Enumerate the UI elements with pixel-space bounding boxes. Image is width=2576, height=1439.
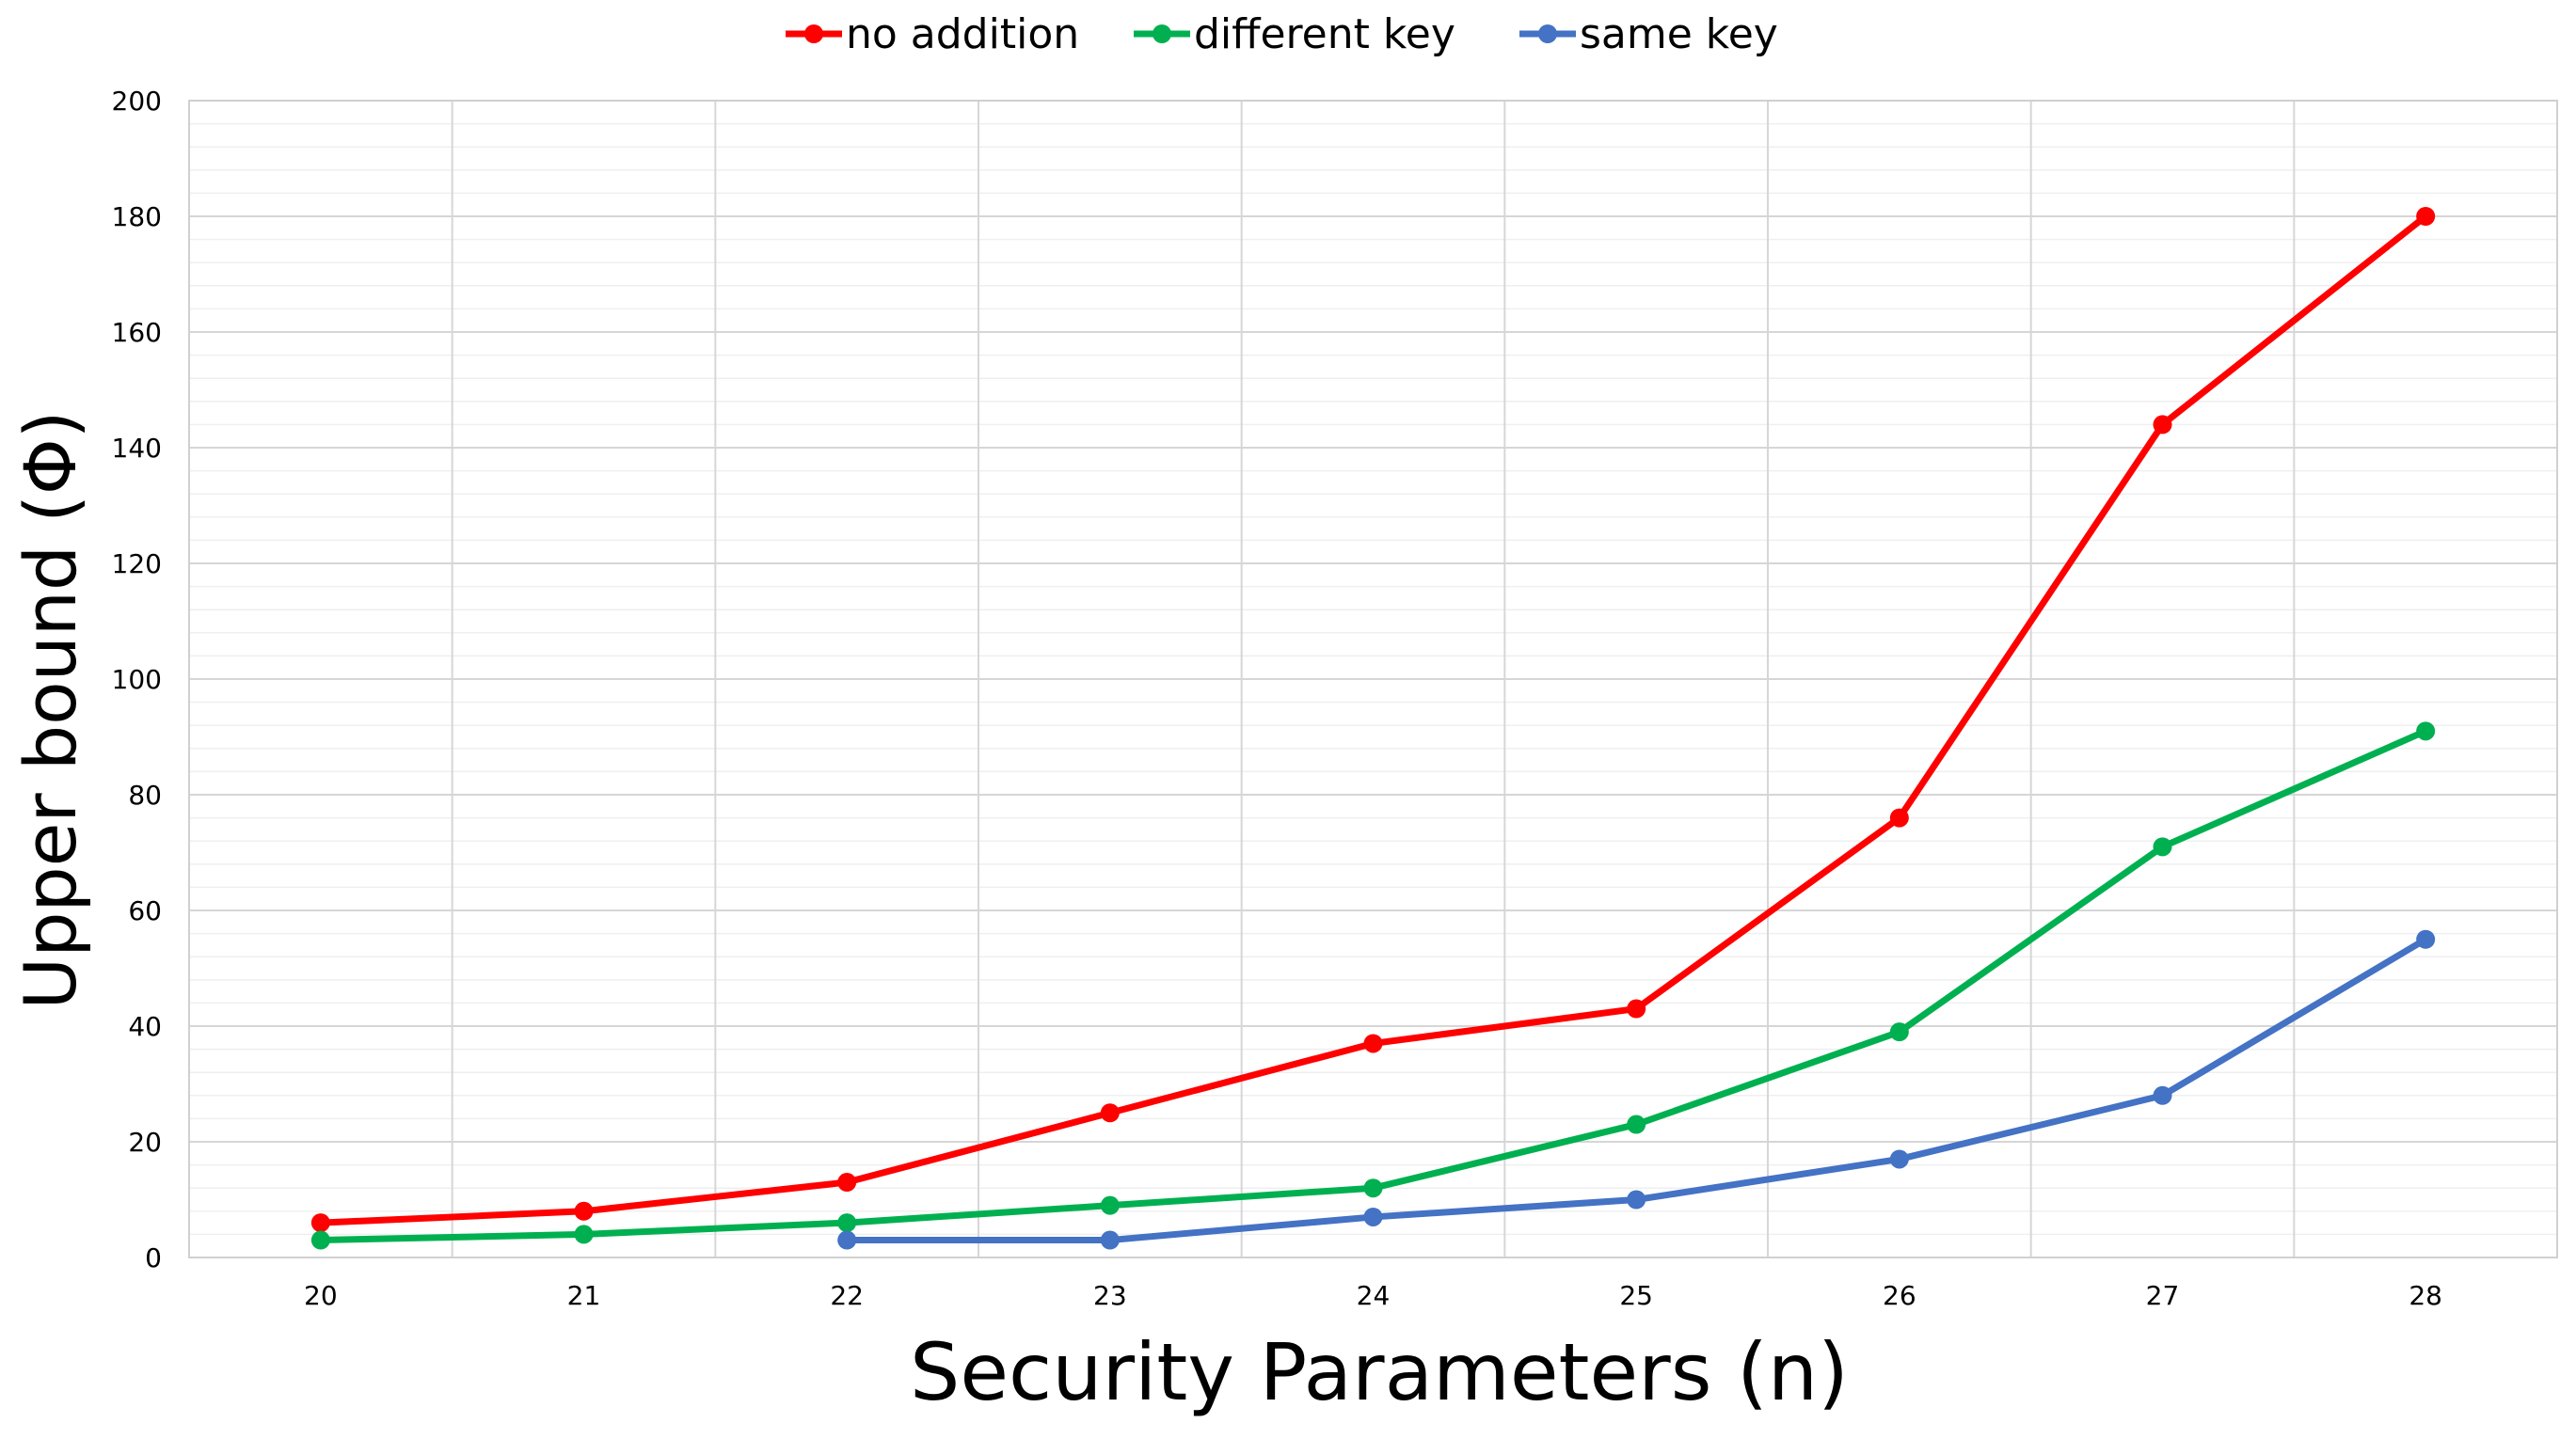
y-tick-label: 140 [112, 433, 162, 464]
series-different-key [310, 721, 2436, 1250]
y-tick-label: 160 [112, 317, 162, 348]
data-point-no-addition [2416, 207, 2436, 226]
x-tick-label: 23 [1093, 1280, 1127, 1311]
data-point-different-key [1627, 1115, 1646, 1134]
legend-label: no addition [846, 10, 1079, 58]
series-same-key [837, 929, 2436, 1250]
x-tick-label: 22 [830, 1280, 864, 1311]
series-layer [310, 207, 2436, 1250]
x-tick-label: 20 [304, 1280, 338, 1311]
data-point-no-addition [310, 1213, 330, 1233]
data-point-different-key [574, 1225, 594, 1244]
legend-label: same key [1580, 10, 1778, 58]
data-point-different-key [1100, 1195, 1120, 1215]
x-axis-ticks: 20 21 22 23 24 25 26 27 28 [304, 1280, 2442, 1311]
series-no-addition [310, 207, 2436, 1233]
y-tick-label: 180 [112, 201, 162, 232]
y-tick-label: 200 [112, 86, 162, 117]
minor-gridlines [189, 122, 2557, 1236]
data-point-different-key [310, 1230, 330, 1250]
y-tick-label: 0 [145, 1242, 162, 1273]
data-point-same-key [1627, 1190, 1646, 1210]
x-tick-label: 25 [1619, 1280, 1653, 1311]
data-point-same-key [2416, 929, 2436, 949]
data-point-no-addition [574, 1201, 594, 1221]
data-point-same-key [1363, 1207, 1383, 1226]
x-tick-label: 26 [1883, 1280, 1916, 1311]
data-point-no-addition [837, 1173, 857, 1193]
legend[interactable]: no addition different key same key [786, 10, 1778, 58]
data-point-different-key [2416, 721, 2436, 741]
legend-item-different-key[interactable]: different key [1134, 10, 1455, 58]
data-point-same-key [1889, 1149, 1909, 1169]
series-line-different-key [317, 727, 2429, 1244]
data-point-no-addition [1363, 1034, 1383, 1053]
data-point-different-key [837, 1213, 857, 1233]
y-tick-label: 80 [128, 780, 162, 811]
plot-area-frame [188, 100, 2558, 1258]
data-point-no-addition [1889, 808, 1909, 828]
x-tick-label: 28 [2409, 1280, 2442, 1311]
y-tick-label: 60 [128, 895, 162, 926]
data-point-different-key [1889, 1022, 1909, 1042]
data-point-same-key [837, 1230, 857, 1250]
x-tick-label: 24 [1357, 1280, 1391, 1311]
legend-swatch-marker [804, 24, 823, 43]
data-point-different-key [1363, 1178, 1383, 1198]
legend-label: different key [1194, 10, 1455, 58]
data-point-no-addition [1627, 999, 1646, 1019]
legend-swatch-marker [1538, 24, 1557, 43]
major-gridlines [189, 100, 2557, 1258]
y-tick-label: 20 [128, 1127, 162, 1158]
data-point-no-addition [1100, 1103, 1120, 1123]
data-point-same-key [2153, 1085, 2172, 1105]
x-tick-label: 27 [2146, 1280, 2180, 1311]
legend-item-same-key[interactable]: same key [1519, 10, 1778, 58]
y-tick-label: 100 [112, 664, 162, 695]
data-point-no-addition [2153, 415, 2172, 435]
y-axis-title: Upper bound (Φ) [8, 411, 92, 1010]
x-tick-label: 21 [567, 1280, 601, 1311]
data-point-different-key [2153, 837, 2172, 857]
legend-item-no-addition[interactable]: no addition [786, 10, 1079, 58]
y-tick-label: 40 [128, 1011, 162, 1042]
y-axis-ticks: 0 20 40 60 80 100 120 140 160 180 200 [112, 86, 162, 1273]
legend-swatch-marker [1153, 24, 1171, 43]
data-point-same-key [1100, 1230, 1120, 1250]
x-axis-title: Security Parameters (n) [910, 1326, 1849, 1418]
y-tick-label: 120 [112, 548, 162, 579]
